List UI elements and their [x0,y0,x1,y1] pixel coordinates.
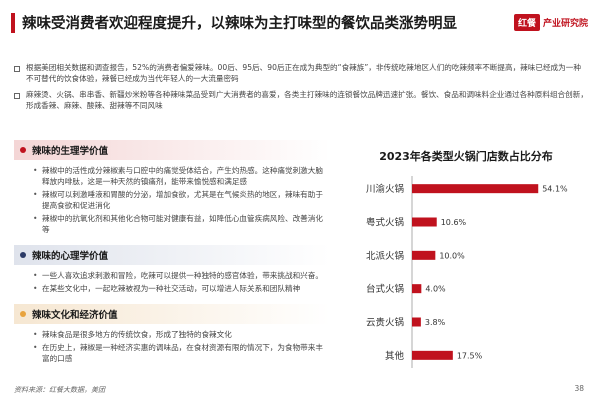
category-label: 台式火锅 [366,283,404,295]
list-item: 辣椒中的抗氧化剂和其他化合物可能对健康有益，如降低心血管疾病风险、改善消化等 [33,213,324,235]
square-bullet-icon [14,66,20,72]
section-body: 辣椒中的活性成分辣椒素与口腔中的痛觉受体结合，产生灼热感。这种痛觉刺激大脑释放内… [14,160,330,241]
section-title: 辣味的生理学价值 [32,146,109,157]
section-psychological: 辣味的心理学价值 一些人喜欢追求刺激和冒险，吃辣可以提供一种独特的感官体验，带来… [14,245,330,300]
logo-mark: 红餐 [513,13,540,31]
list-item: 辣椒中的活性成分辣椒素与口腔中的痛觉受体结合，产生灼热感。这种痛觉刺激大脑释放内… [33,165,324,187]
category-label: 川渝火锅 [366,183,404,195]
value-label: 10.6% [441,218,467,227]
list-item: 在历史上，辣椒是一种经济实惠的调味品，在食材资源有限的情况下，为食物带来丰富的口… [33,342,324,364]
value-label: 17.5% [457,351,483,360]
bar [412,184,539,194]
category-label: 粤式火锅 [366,217,404,229]
intro-bullet: 麻辣烫、火锅、串串香、新疆炒米粉等各种辣味菜品受到广大消费者的喜爱，各类主打辣味… [14,89,588,111]
value-label: 3.8% [425,318,446,327]
square-bullet-icon [14,93,20,99]
list-item: 一些人喜欢追求刺激和冒险，吃辣可以提供一种独特的感官体验，带来挑战和兴奋。 [33,270,324,281]
section-header: 辣味的生理学价值 [14,140,330,160]
circle-bullet-icon [20,252,26,258]
page-title: 辣味受消费者欢迎程度提升，以辣味为主打味型的餐饮品类涨势明显 [22,16,457,32]
chart-title: 2023年各类型火锅门店数占比分布 [379,150,553,163]
value-label: 10.0% [439,251,465,260]
circle-bullet-icon [20,311,26,317]
bar [412,284,422,294]
category-label: 北派火锅 [366,251,404,262]
hotpot-share-chart: 川渝火锅 54.1% 粤式火锅 10.6% 北派火锅 10.0% 台式火锅 4.0% 云贵火锅 3… [366,176,568,368]
list-item: 辣椒可以刺激唾液和胃酸的分泌，增加食欲，尤其是在气候炎热的地区，辣味有助于提高食… [33,189,324,211]
bar [412,250,436,260]
logo-text: 产业研究院 [542,18,588,29]
title-bar: 辣味受消费者欢迎程度提升，以辣味为主打味型的餐饮品类涨势明显 红餐 产业研究院 [0,9,600,37]
section-header: 辣味的心理学价值 [14,245,330,265]
section-body: 一些人喜欢追求刺激和冒险，吃辣可以提供一种独特的感官体验，带来挑战和兴奋。 在某… [14,265,330,300]
list-item: 辣味食品是很多地方的传统饮食，形成了独特的食辣文化 [33,329,324,340]
bar [412,217,437,227]
bar [412,350,453,360]
title-accent [11,13,15,33]
section-header: 辣味文化和经济价值 [14,304,330,324]
list-item: 在某些文化中，一起吃辣被视为一种社交活动，可以增进人际关系和团队精神 [33,283,324,294]
intro-bullet-text: 麻辣烫、火锅、串串香、新疆炒米粉等各种辣味菜品受到广大消费者的喜爱，各类主打辣味… [26,90,588,110]
source-note: 资料来源：红餐大数据，美团 [14,386,105,394]
value-sections: 辣味的生理学价值 辣椒中的活性成分辣椒素与口腔中的痛觉受体结合，产生灼热感。这种… [14,140,330,374]
intro-bullets: 根据美团相关数据和调查报告，52%的消费者偏爱辣味。00后、95后、90后正在成… [14,62,588,116]
section-body: 辣味食品是很多地方的传统饮食，形成了独特的食辣文化 在历史上，辣椒是一种经济实惠… [14,324,330,370]
intro-bullet-text: 根据美团相关数据和调查报告，52%的消费者偏爱辣味。00后、95后、90后正在成… [26,63,581,83]
intro-bullet: 根据美团相关数据和调查报告，52%的消费者偏爱辣味。00后、95后、90后正在成… [14,62,588,84]
page-number: 38 [574,384,584,393]
category-label: 其他 [385,350,405,362]
section-title: 辣味文化和经济价值 [32,310,118,321]
section-culture-economy: 辣味文化和经济价值 辣味食品是很多地方的传统饮食，形成了独特的食辣文化 在历史上… [14,304,330,370]
bar [412,317,421,327]
value-label: 54.1% [542,185,568,194]
category-label: 云贵火锅 [366,317,404,329]
section-physiological: 辣味的生理学价值 辣椒中的活性成分辣椒素与口腔中的痛觉受体结合，产生灼热感。这种… [14,140,330,241]
value-label: 4.0% [425,285,446,294]
brand-logo: 红餐 产业研究院 [513,13,588,31]
section-title: 辣味的心理学价值 [32,251,109,262]
circle-bullet-icon [20,147,26,153]
